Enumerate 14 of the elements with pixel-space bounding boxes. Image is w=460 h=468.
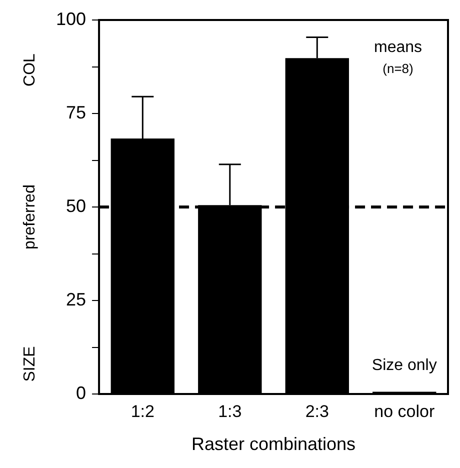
annotation: Size only [372, 356, 437, 374]
y-tick-label: 0 [76, 382, 86, 403]
y-tick-label: 25 [66, 289, 86, 310]
annotation: means [374, 39, 422, 56]
y-tick-label: 50 [66, 196, 86, 216]
annotation: (n=8) [382, 61, 414, 76]
x-axis-title: Raster combinations [191, 434, 356, 454]
x-tick-label: 1:2 [130, 402, 154, 421]
y-tick-label: 100 [56, 8, 86, 29]
x-tick-label: no color [374, 402, 435, 421]
y-tick-label: 75 [66, 102, 86, 122]
text: SIZE preferred COL [21, 54, 38, 382]
x-tick-label: 1:3 [218, 402, 242, 421]
x-tick-label: 2:3 [305, 402, 329, 421]
